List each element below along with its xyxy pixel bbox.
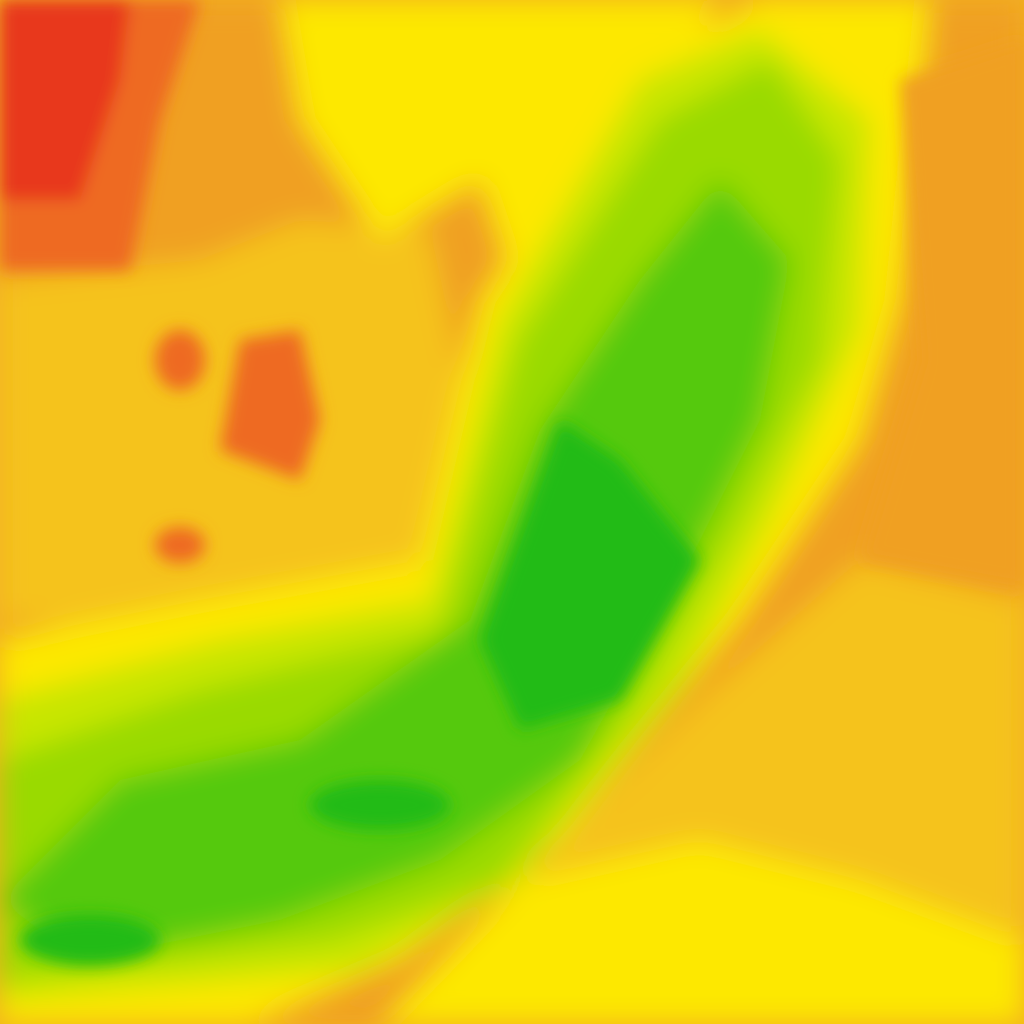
green-band [0,180,790,960]
deep-green-core [20,915,160,965]
bottom-yellow-zone [380,840,1024,1024]
orange-spot [220,330,320,480]
top-yellow-zone [280,0,720,300]
deep-green-core [310,780,450,830]
deep-green-core [480,420,700,730]
orange-spot [155,330,205,390]
right-orange-zone [860,40,1024,590]
red-core [0,0,130,200]
light-green-band [0,60,840,980]
orange-spot [155,527,205,563]
